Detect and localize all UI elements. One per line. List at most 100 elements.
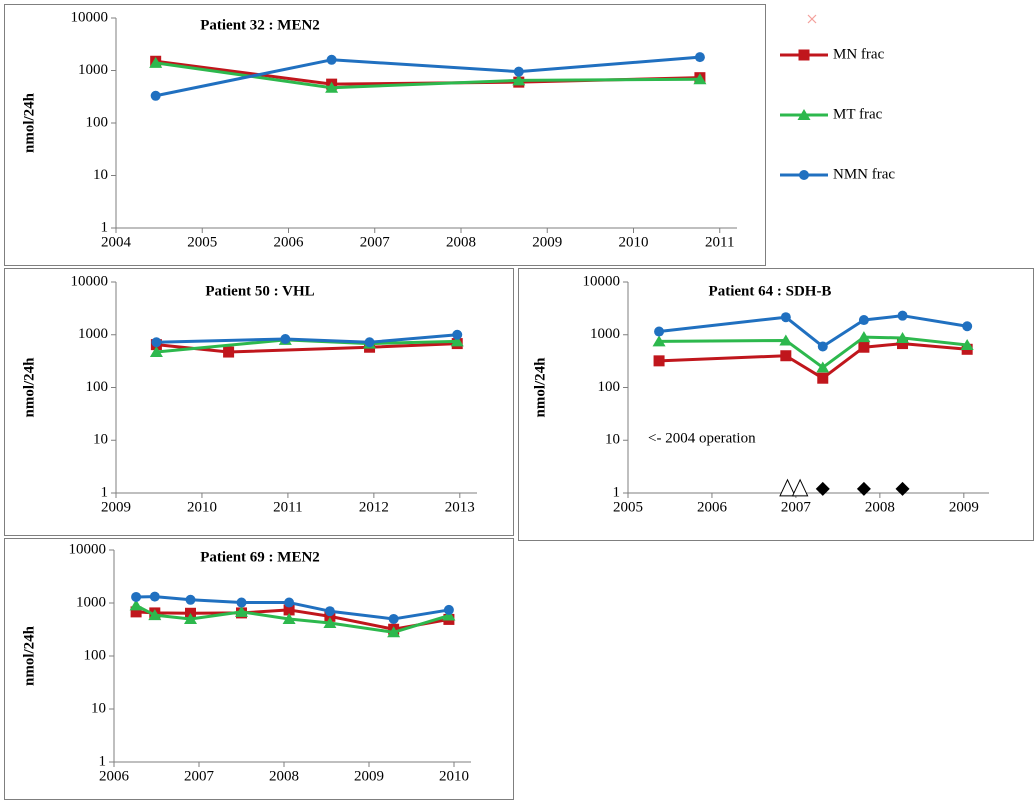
- x-tick-label: 2008: [446, 234, 476, 250]
- legend-label: MT frac: [833, 106, 883, 122]
- data-point: [185, 594, 196, 605]
- data-point: [962, 321, 973, 332]
- y-tick-label: 100: [86, 114, 109, 130]
- data-point: [325, 81, 339, 93]
- y-tick-label: 10: [93, 167, 108, 183]
- x-tick-label: 2012: [359, 499, 389, 515]
- chart-title: Patient 64 : SDH-B: [709, 283, 832, 299]
- data-point: [283, 604, 295, 616]
- data-point: [324, 606, 335, 617]
- series-line: [156, 333, 458, 344]
- data-point: [130, 606, 142, 618]
- y-tick-label: 1: [99, 753, 107, 769]
- x-tick-label: 2005: [187, 234, 217, 250]
- y-tick-label: 10000: [71, 273, 109, 289]
- data-point: [450, 335, 464, 347]
- chart-title: Patient 69 : MEN2: [200, 549, 320, 565]
- data-point: [442, 609, 456, 621]
- y-tick-label: 100: [86, 379, 109, 395]
- data-point: [693, 73, 707, 85]
- data-point: [151, 337, 162, 348]
- series-line: [658, 314, 968, 348]
- data-point: [223, 346, 235, 358]
- y-tick-label: 10000: [69, 541, 107, 557]
- chart-frame: [4, 538, 514, 800]
- y-axis-label: nmol/24h: [21, 625, 37, 686]
- data-point: [387, 626, 401, 638]
- series-line: [135, 604, 450, 634]
- data-point: [148, 609, 162, 621]
- x-tick-label: 2010: [439, 768, 469, 784]
- x-tick-label: 2006: [99, 768, 130, 784]
- series-line: [136, 595, 450, 621]
- data-point: [791, 478, 809, 497]
- data-point: [856, 481, 871, 496]
- data-point: [184, 612, 197, 624]
- data-point: [816, 361, 830, 373]
- x-tick-label: 2007: [184, 768, 215, 784]
- y-tick-label: 10: [605, 432, 620, 448]
- data-point: [131, 591, 142, 602]
- y-tick-label: 1000: [78, 326, 108, 342]
- series-line: [155, 61, 700, 90]
- data-point: [129, 599, 143, 611]
- data-point: [897, 338, 909, 350]
- data-point: [443, 604, 454, 615]
- data-point: [817, 341, 828, 352]
- data-point: [780, 312, 791, 323]
- data-point: [323, 616, 337, 628]
- y-tick-label: 1: [613, 484, 621, 500]
- y-tick-label: 10: [91, 700, 106, 716]
- x-tick-label: 2005: [613, 499, 643, 515]
- data-point: [150, 90, 161, 101]
- y-tick-label: 1000: [590, 326, 620, 342]
- y-axis-label: nmol/24h: [21, 92, 37, 153]
- legend-marker: [799, 170, 809, 180]
- data-point: [694, 52, 705, 63]
- data-point: [653, 355, 665, 367]
- data-point: [815, 481, 830, 496]
- data-point: [779, 334, 793, 346]
- y-tick-label: 1: [101, 219, 109, 235]
- x-tick-label: 2004: [101, 234, 132, 250]
- series-line: [659, 342, 968, 380]
- series-line: [659, 335, 968, 369]
- y-tick-label: 1: [101, 484, 109, 500]
- data-point: [284, 597, 295, 608]
- x-tick-label: 2006: [697, 499, 728, 515]
- y-tick-label: 1000: [76, 594, 106, 610]
- y-tick-label: 100: [598, 379, 621, 395]
- x-tick-label: 2009: [354, 768, 384, 784]
- x-tick-label: 2009: [101, 499, 131, 515]
- data-point: [326, 54, 337, 65]
- data-point: [779, 478, 796, 497]
- data-point: [149, 346, 163, 358]
- data-point: [452, 329, 463, 340]
- data-point: [513, 66, 524, 77]
- x-tick-label: 2010: [619, 234, 649, 250]
- data-point: [512, 74, 526, 86]
- x-tick-label: 2009: [949, 499, 979, 515]
- x-tick-label: 2007: [781, 499, 812, 515]
- data-point: [896, 331, 910, 343]
- data-point: [858, 315, 869, 326]
- data-point: [817, 372, 829, 384]
- data-point: [236, 597, 247, 608]
- x-tick-label: 2008: [865, 499, 895, 515]
- series-line: [155, 55, 701, 98]
- data-point: [282, 612, 296, 624]
- data-point: [857, 331, 871, 343]
- legend-decoration: [807, 14, 817, 24]
- chart-frame: [4, 268, 514, 536]
- y-tick-label: 1000: [78, 62, 108, 78]
- legend-label: NMN frac: [833, 166, 895, 182]
- x-tick-label: 2006: [274, 234, 305, 250]
- x-tick-label: 2008: [269, 768, 299, 784]
- x-tick-label: 2011: [273, 499, 302, 515]
- series-line: [136, 608, 450, 631]
- y-axis-label: nmol/24h: [532, 357, 548, 418]
- x-tick-label: 2010: [187, 499, 217, 515]
- data-point: [235, 605, 248, 617]
- y-tick-label: 10000: [71, 9, 109, 25]
- x-tick-label: 2011: [705, 234, 734, 250]
